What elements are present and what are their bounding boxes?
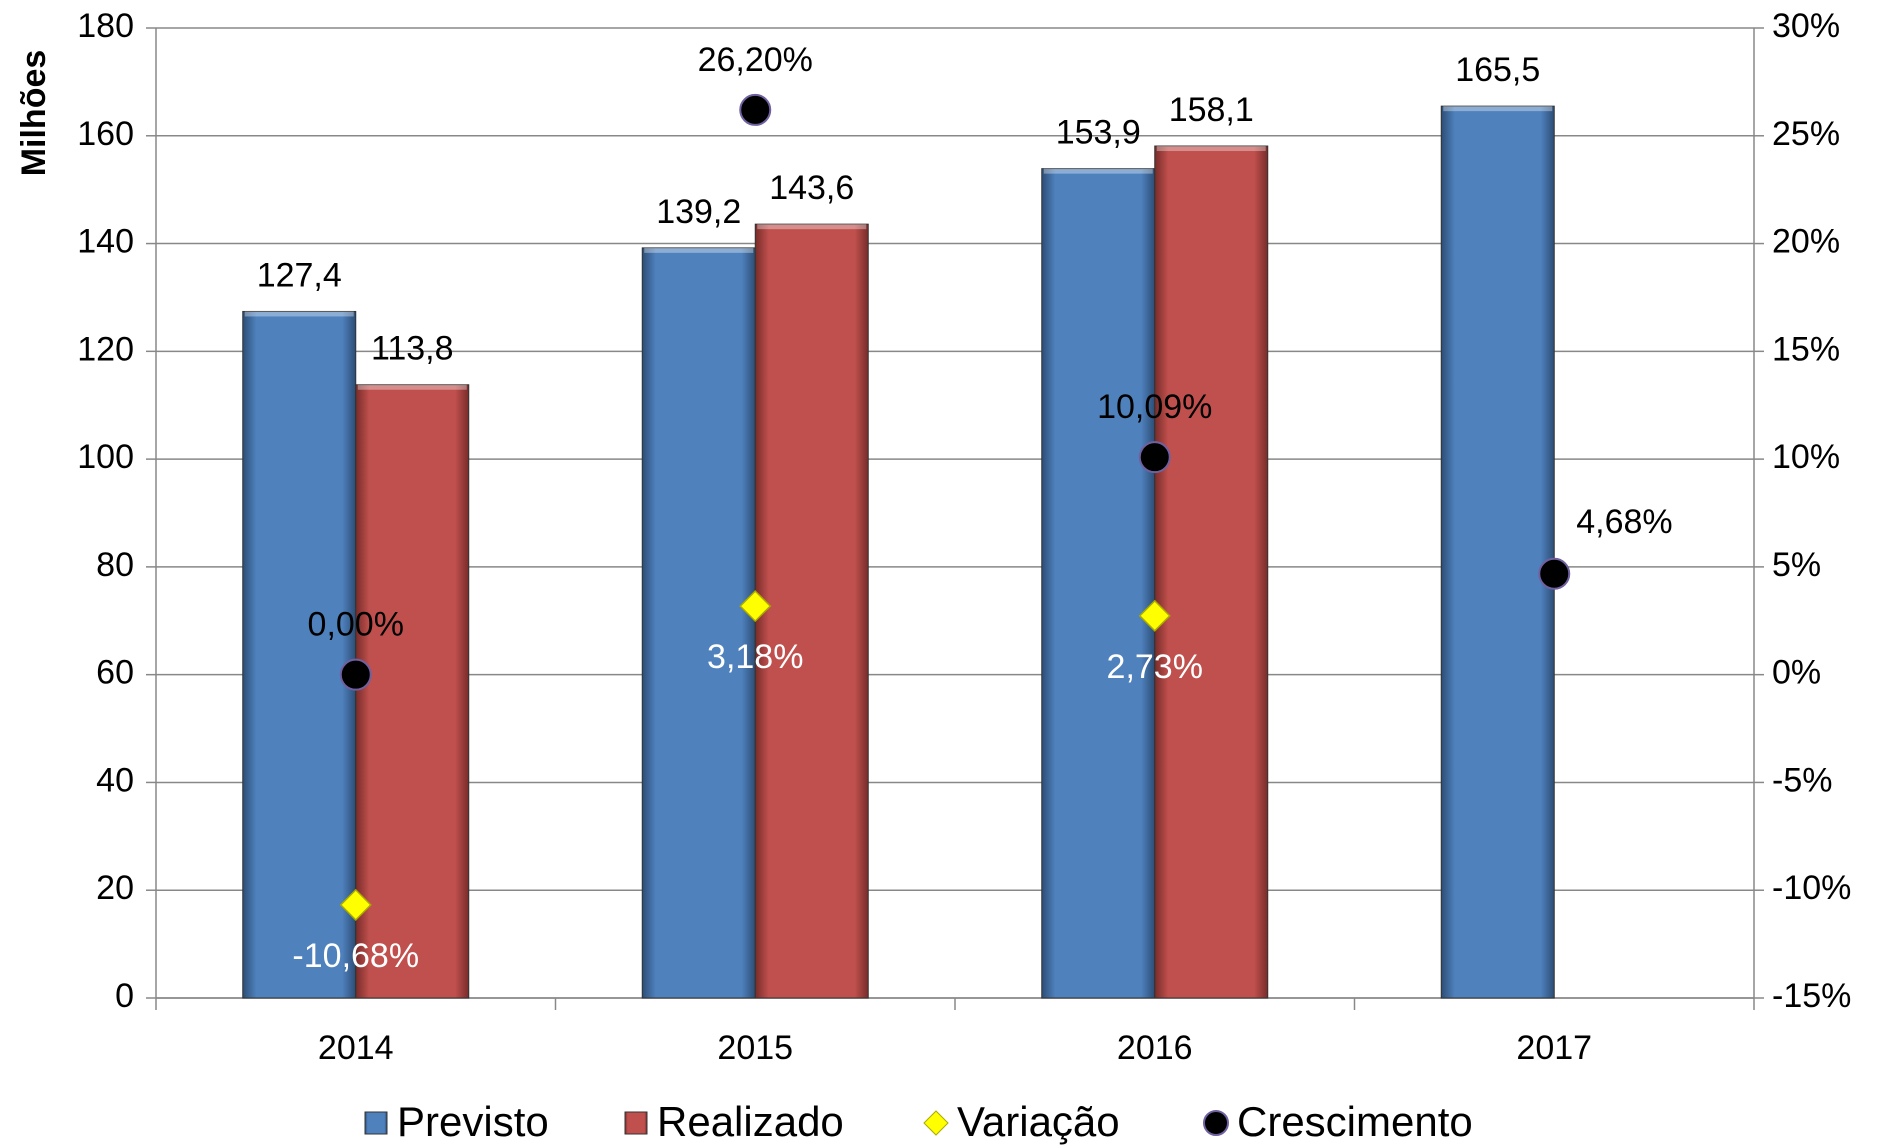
data-label: 143,6 — [769, 169, 854, 207]
bar-top — [244, 311, 354, 317]
legend-swatch — [624, 1111, 648, 1135]
legend-label: Previsto — [397, 1098, 549, 1145]
data-label: -10,68% — [292, 937, 419, 975]
y-tick-label: 120 — [77, 330, 134, 368]
diamond-marker — [1138, 599, 1171, 632]
y-tick-label: 80 — [96, 546, 134, 584]
data-label: 165,5 — [1455, 51, 1540, 89]
x-tick-label: 2016 — [1117, 1029, 1193, 1067]
data-label: 0,00% — [308, 606, 404, 644]
circle-marker — [339, 658, 372, 691]
y2-tick-label: 15% — [1772, 330, 1840, 368]
x-tick-label: 2015 — [717, 1029, 793, 1067]
legend-swatch — [923, 1110, 949, 1136]
bar — [1041, 168, 1156, 999]
bar — [1440, 105, 1555, 999]
y2-tick-label: 30% — [1772, 7, 1840, 45]
circle-marker — [739, 93, 772, 126]
legend-label: Crescimento — [1237, 1098, 1473, 1145]
data-label: 127,4 — [257, 256, 342, 294]
bar-top — [357, 384, 467, 390]
diamond-marker — [739, 590, 772, 623]
data-label: 139,2 — [656, 193, 741, 231]
y-tick-label: 100 — [77, 438, 134, 476]
bar — [754, 223, 869, 999]
data-label: 4,68% — [1576, 503, 1672, 541]
y-tick-label: 60 — [96, 654, 134, 692]
y-tick-label: 140 — [77, 223, 134, 261]
y2-tick-label: 5% — [1772, 546, 1821, 584]
data-label: 2,73% — [1107, 648, 1203, 686]
y-tick-label: 40 — [96, 761, 134, 799]
x-tick-label: 2017 — [1516, 1029, 1592, 1067]
x-tick-label: 2014 — [318, 1029, 394, 1067]
legend-label: Realizado — [657, 1098, 844, 1145]
bar — [242, 310, 357, 999]
bar-top — [1043, 168, 1153, 174]
diamond-marker — [339, 888, 372, 921]
legend-swatch — [364, 1111, 388, 1135]
data-label: 113,8 — [371, 330, 454, 368]
y-tick-label: 160 — [77, 115, 134, 153]
circle-marker — [1538, 557, 1571, 590]
bar — [1154, 145, 1269, 999]
y-axis-label: Milhões — [15, 50, 53, 177]
circle-marker — [1138, 441, 1171, 474]
bar-top — [757, 224, 867, 230]
bar — [641, 247, 756, 999]
bar-top — [1156, 146, 1266, 152]
y2-tick-label: -15% — [1772, 977, 1851, 1015]
bar-top — [1443, 106, 1553, 112]
y2-tick-label: -5% — [1772, 761, 1832, 799]
data-label: 3,18% — [707, 638, 803, 676]
data-label: 153,9 — [1056, 114, 1141, 152]
bar — [355, 384, 470, 999]
y2-tick-label: 25% — [1772, 115, 1840, 153]
y2-tick-label: 10% — [1772, 438, 1840, 476]
y-tick-label: 20 — [96, 869, 134, 907]
y-tick-label: 0 — [115, 977, 134, 1015]
y-tick-label: 180 — [77, 7, 134, 45]
data-label: 10,09% — [1097, 388, 1212, 426]
y2-tick-label: -10% — [1772, 869, 1851, 907]
data-label: 158,1 — [1169, 91, 1254, 129]
legend-swatch — [1203, 1110, 1229, 1136]
legend-label: Variação — [957, 1098, 1120, 1145]
y2-tick-label: 20% — [1772, 223, 1840, 261]
bar-top — [644, 247, 754, 253]
y2-tick-label: 0% — [1772, 654, 1821, 692]
data-label: 26,20% — [698, 41, 813, 79]
